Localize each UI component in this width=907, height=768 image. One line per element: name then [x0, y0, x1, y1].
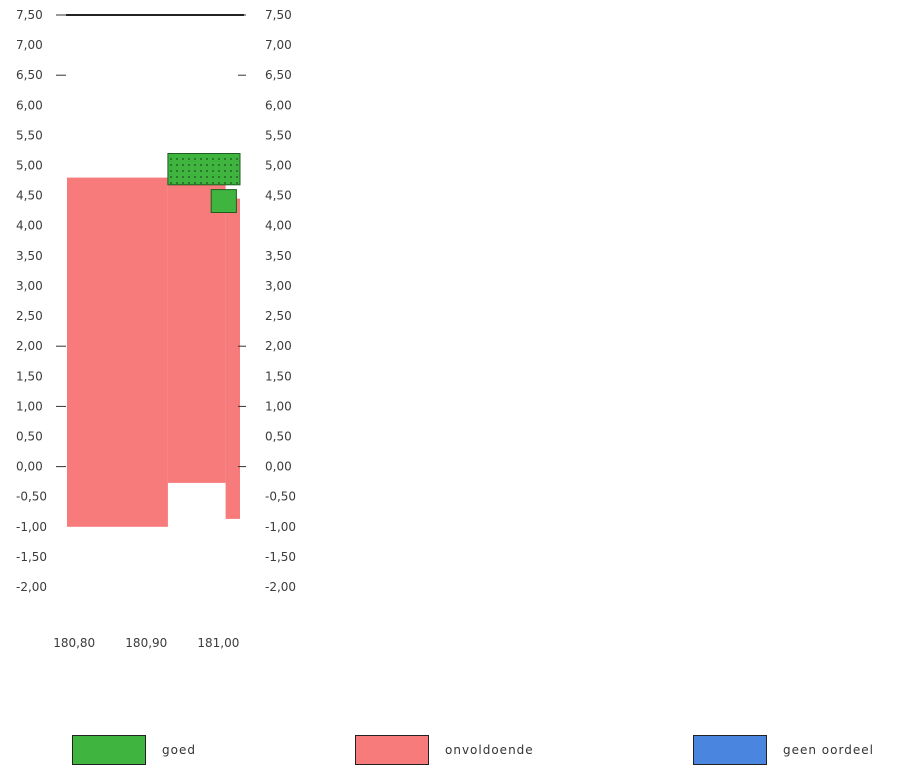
- y-tick-right-label: 0,00: [265, 460, 292, 474]
- y-tick-left-label: -0,50: [16, 490, 47, 504]
- legend-item-geen-oordeel: geen oordeel: [693, 733, 874, 767]
- legend-swatch-onvoldoende: [355, 735, 429, 765]
- legend-item-onvoldoende: onvoldoende: [355, 733, 534, 767]
- y-tick-left-label: 7,50: [16, 8, 43, 22]
- x-tick-label: 180,90: [125, 636, 167, 650]
- legend-label-geen-oordeel: geen oordeel: [783, 743, 874, 757]
- y-tick-right-label: 7,50: [265, 8, 292, 22]
- x-tick-label: 181,00: [197, 636, 239, 650]
- legend-item-goed: goed: [72, 733, 196, 767]
- y-tick-left-label: 5,50: [16, 128, 43, 142]
- y-tick-left-label: 2,50: [16, 309, 43, 323]
- bar-onvoldoende-2: [225, 198, 240, 519]
- bar-goed-3: [167, 153, 241, 186]
- y-tick-left-label: -1,50: [16, 550, 47, 564]
- bar-onvoldoende-0: [67, 177, 168, 527]
- y-tick-left-label: 1,50: [16, 369, 43, 383]
- y-tick-right-label: 4,50: [265, 189, 292, 203]
- bars-layer: [67, 153, 241, 527]
- y-tick-right-label: 1,50: [265, 369, 292, 383]
- y-tick-right-label: 5,50: [265, 128, 292, 142]
- x-axis: 180,80 180,90 181,00: [53, 636, 239, 650]
- y-tick-left-label: 4,50: [16, 189, 43, 203]
- y-tick-right-label: 2,50: [265, 309, 292, 323]
- bar-goed-4: [210, 189, 237, 214]
- y-tick-left-label: 5,00: [16, 159, 43, 173]
- y-tick-left-label: -2,00: [16, 580, 47, 594]
- y-tick-right-label: 5,00: [265, 159, 292, 173]
- y-tick-right-label: -2,00: [265, 580, 296, 594]
- y-tick-left-label: 3,00: [16, 279, 43, 293]
- y-tick-left-label: 7,00: [16, 38, 43, 52]
- y-tick-right-label: 6,50: [265, 68, 292, 82]
- x-tick-label: 180,80: [53, 636, 95, 650]
- y-tick-left-label: 4,00: [16, 219, 43, 233]
- y-tick-right-label: -1,00: [265, 520, 296, 534]
- y-tick-left-label: -1,00: [16, 520, 47, 534]
- y-tick-left-label: 6,00: [16, 98, 43, 112]
- y-tick-right-label: 6,00: [265, 98, 292, 112]
- y-tick-left-label: 0,00: [16, 460, 43, 474]
- y-tick-left-label: 0,50: [16, 430, 43, 444]
- y-tick-right-label: 7,00: [265, 38, 292, 52]
- y-tick-right-label: 0,50: [265, 430, 292, 444]
- y-tick-right-label: 1,00: [265, 399, 292, 413]
- y-tick-left-label: 2,00: [16, 339, 43, 353]
- y-tick-right-label: -1,50: [265, 550, 296, 564]
- y-tick-right-label: 4,00: [265, 219, 292, 233]
- y-tick-left-label: 6,50: [16, 68, 43, 82]
- bar-onvoldoende-1: [167, 177, 226, 483]
- legend: goed onvoldoende geen oordeel: [0, 733, 907, 768]
- y-tick-right-label: 3,50: [265, 249, 292, 263]
- chart-area: 7,50 7,00 6,50 6,00 5,50 5,00 4,50 4,00 3,50 3,00…: [16, 8, 296, 650]
- y-axis-left: 7,50 7,00 6,50 6,00 5,50 5,00 4,50 4,00 3,50 3,00…: [16, 8, 66, 594]
- y-tick-left-label: 1,00: [16, 399, 43, 413]
- y-tick-left-label: 3,50: [16, 249, 43, 263]
- legend-swatch-goed: [72, 735, 146, 765]
- y-tick-right-label: 2,00: [265, 339, 292, 353]
- y-tick-right-label: 3,00: [265, 279, 292, 293]
- legend-label-onvoldoende: onvoldoende: [445, 743, 534, 757]
- y-tick-right-label: -0,50: [265, 490, 296, 504]
- y-axis-right: 7,50 7,00 6,50 6,00 5,50 5,00 4,50 4,00 3,50 3,00…: [238, 8, 296, 594]
- legend-swatch-geen-oordeel: [693, 735, 767, 765]
- legend-label-goed: goed: [162, 743, 196, 757]
